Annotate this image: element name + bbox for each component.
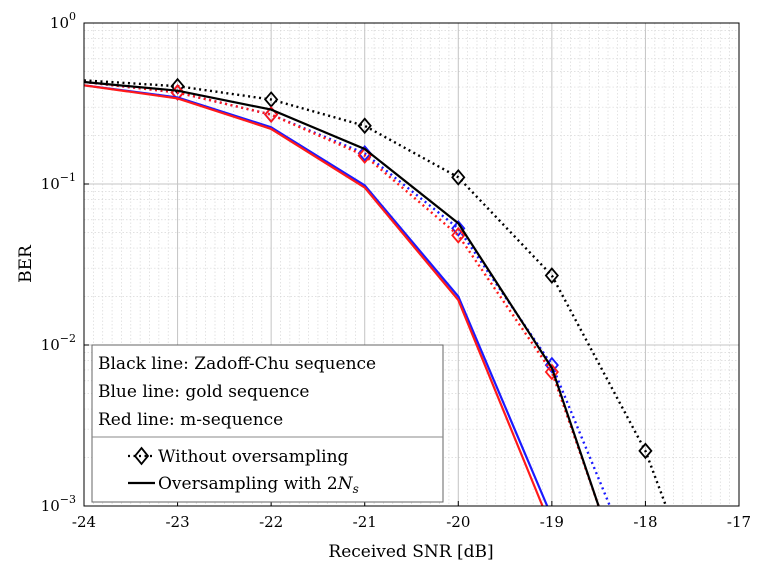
- x-tick-label: -19: [540, 513, 564, 531]
- legend-text-gold: Blue line: gold sequence: [98, 382, 309, 402]
- series-marker-zc: [357, 117, 372, 135]
- x-axis-label: Received SNR [dB]: [328, 542, 493, 562]
- series-line-zc-solid: [83, 80, 600, 507]
- series-marker-m: [544, 363, 559, 381]
- series-marker-zc: [638, 442, 653, 460]
- x-tick-label: -17: [727, 513, 751, 531]
- y-tick-label: 10−3: [41, 493, 76, 515]
- y-tick-exponent: −1: [60, 171, 76, 184]
- x-tick-label: -18: [633, 513, 657, 531]
- legend-text-zc: Black line: Zadoff-Chu sequence: [98, 354, 376, 374]
- y-axis-label: BER: [16, 244, 36, 283]
- series-line-m-dotted: [83, 80, 600, 507]
- x-tick-label: -24: [72, 513, 96, 531]
- x-tick-label: -21: [353, 513, 377, 531]
- series-marker-m: [451, 226, 466, 244]
- x-tick-label: -22: [259, 513, 283, 531]
- y-tick-base: 10: [41, 175, 60, 193]
- x-tick-label: -20: [446, 513, 470, 531]
- legend-entry-subscript: s: [353, 482, 359, 496]
- y-tick-exponent: −2: [60, 332, 76, 345]
- x-tick-label: -23: [165, 513, 189, 531]
- y-tick-label: 10−2: [41, 332, 76, 354]
- y-tick-exponent: −3: [60, 493, 76, 506]
- y-tick-exponent: 0: [69, 10, 76, 23]
- series-line-m-solid: [83, 84, 544, 507]
- series-line-zc-dotted: [83, 79, 668, 507]
- legend-entry-without-oversampling: Without oversampling: [158, 447, 349, 467]
- y-tick-label: 10−1: [41, 171, 76, 193]
- legend-text-m: Red line: m-sequence: [98, 410, 283, 430]
- plot-frame: [83, 22, 740, 507]
- y-tick-base: 10: [41, 336, 60, 354]
- series-marker-zc: [451, 168, 466, 186]
- y-tick-label: 100: [50, 10, 76, 32]
- series-marker-zc: [544, 267, 559, 284]
- y-tick-base: 10: [50, 14, 69, 32]
- legend-entry-oversampling: Oversampling with 2Ns: [158, 474, 359, 496]
- legend-box: [91, 344, 444, 503]
- legend-entry-symbol: N: [337, 474, 354, 494]
- series-layer: [83, 77, 668, 507]
- legend-entry-prefix: Oversampling with 2: [158, 474, 338, 494]
- y-tick-base: 10: [41, 497, 60, 515]
- series-marker-gold: [451, 220, 466, 237]
- legend-diamond-marker: [133, 446, 150, 466]
- legend: Black line: Zadoff-Chu sequence Blue lin…: [91, 344, 444, 503]
